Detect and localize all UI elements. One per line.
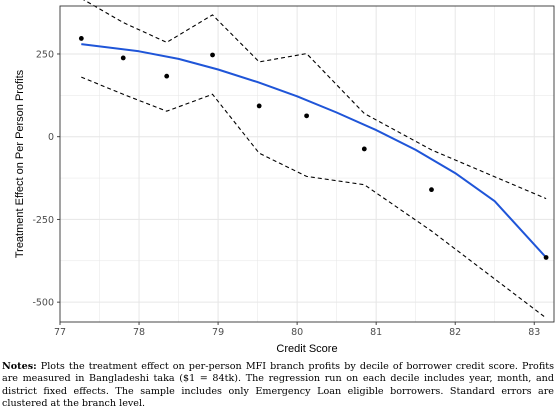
confidence-band	[81, 0, 547, 319]
gridlines	[59, 6, 554, 322]
data-point	[78, 36, 84, 41]
fit-line	[81, 43, 547, 259]
x-tick-label: 78	[133, 327, 145, 338]
decile-points	[78, 36, 549, 260]
figure-notes: Notes: Plots the treatment effect on per…	[2, 361, 554, 410]
data-point	[304, 113, 310, 119]
y-tick-label: 0	[48, 132, 54, 143]
x-tick-label: 77	[54, 327, 66, 338]
data-point	[210, 52, 215, 58]
y-axis-title: Treatment Effect on Per Person Profits	[14, 69, 26, 258]
data-point	[429, 187, 434, 193]
data-point	[361, 146, 367, 152]
fit-curve	[81, 43, 547, 259]
y-tick-label: 250	[36, 49, 54, 60]
chart-area: 77 78 79 80 81 82 83 250 0 -250 -500 Credit Score…	[14, 0, 555, 355]
ci-lower-line	[81, 76, 547, 319]
x-axis-title: Credit Score	[276, 343, 337, 355]
plot-panel-border	[59, 5, 555, 323]
data-point	[120, 55, 126, 61]
x-tick-label: 81	[370, 327, 382, 338]
data-point	[543, 255, 549, 260]
treatment-effect-chart: 77 78 79 80 81 82 83 250 0 -250 -500 Credit Score…	[14, 0, 555, 355]
y-tick-label: -500	[32, 298, 54, 309]
x-tick-label: 82	[449, 327, 461, 338]
plot-panel	[60, 6, 554, 322]
x-axis-ticks: 77 78 79 80 81 82 83	[54, 322, 540, 338]
x-tick-label: 83	[528, 327, 540, 338]
data-point	[164, 73, 170, 79]
notes-text: Plots the treatment effect on per-person…	[2, 361, 554, 409]
y-tick-label: -250	[32, 215, 54, 226]
notes-label: Notes:	[2, 361, 37, 372]
ci-upper-line	[82, 0, 547, 200]
x-tick-label: 80	[291, 327, 303, 338]
data-point	[256, 103, 262, 109]
y-axis-ticks: 250 0 -250 -500	[32, 49, 60, 309]
x-tick-label: 79	[212, 327, 224, 338]
